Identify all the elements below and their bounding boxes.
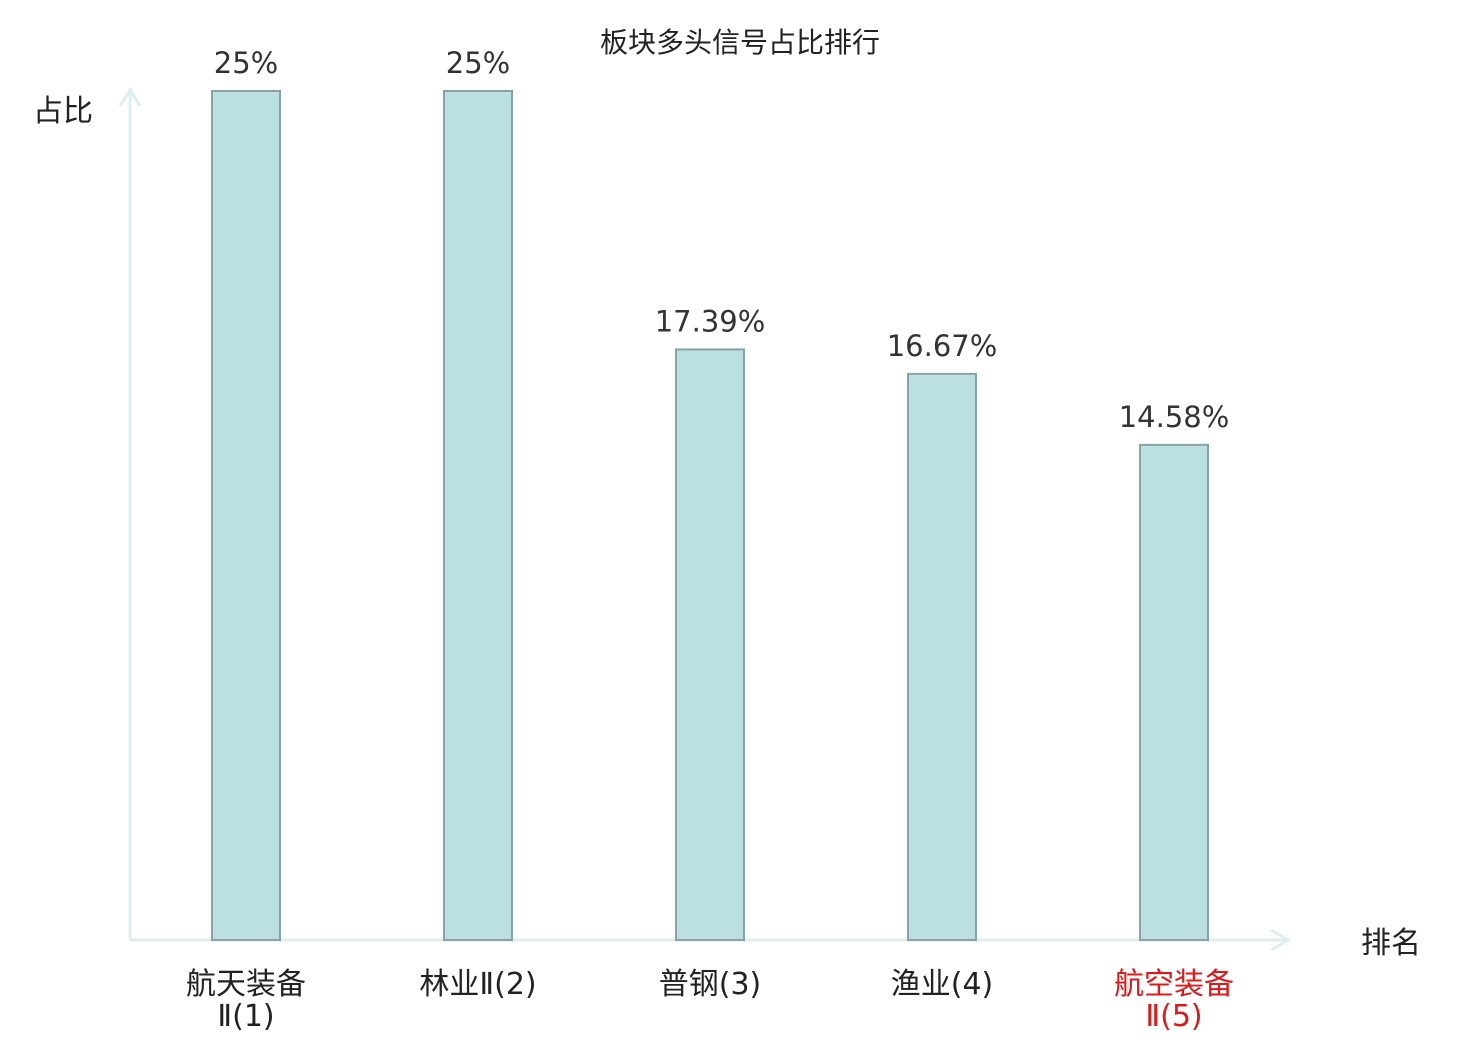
category-label-line: 林业Ⅱ(2)	[419, 967, 536, 1002]
value-label-2: 25%	[446, 46, 510, 80]
category-label-line: 航空装备	[1114, 967, 1234, 1002]
bar-2	[443, 90, 513, 941]
category-labels: 航天装备 Ⅱ(1) 林业Ⅱ(2) 普钢(3) 渔业(4) 航空装备 Ⅱ(5)	[186, 967, 1234, 1034]
category-label-1: 航天装备 Ⅱ(1)	[186, 967, 306, 1034]
category-label-line: 航天装备	[186, 967, 306, 1002]
category-label-line: 渔业(4)	[891, 967, 994, 1002]
category-label-5: 航空装备 Ⅱ(5)	[1114, 967, 1234, 1034]
category-label-line: Ⅱ(5)	[1145, 999, 1202, 1034]
bar-3	[675, 348, 745, 941]
bar-4	[907, 372, 977, 942]
y-axis-label: 占比	[33, 94, 93, 129]
x-axis-arrow	[1270, 928, 1291, 952]
y-axis-arrow	[118, 87, 142, 107]
bar-5	[1139, 443, 1209, 941]
category-label-2: 林业Ⅱ(2)	[419, 967, 536, 1002]
value-label-5: 14.58%	[1119, 400, 1230, 434]
category-label-line: 普钢(3)	[659, 967, 762, 1002]
chart-title: 板块多头信号占比排行	[600, 26, 880, 59]
value-label-3: 17.39%	[655, 304, 766, 338]
bars	[211, 90, 1209, 942]
bar-1	[211, 90, 281, 941]
category-label-4: 渔业(4)	[891, 967, 994, 1002]
category-label-line: Ⅱ(1)	[217, 999, 274, 1034]
value-label-4: 16.67%	[887, 329, 998, 363]
value-label-1: 25%	[214, 46, 278, 80]
category-label-3: 普钢(3)	[659, 967, 762, 1002]
value-labels: 25% 25% 17.39% 16.67% 14.58%	[214, 46, 1230, 434]
x-axis-label: 排名	[1361, 926, 1421, 961]
